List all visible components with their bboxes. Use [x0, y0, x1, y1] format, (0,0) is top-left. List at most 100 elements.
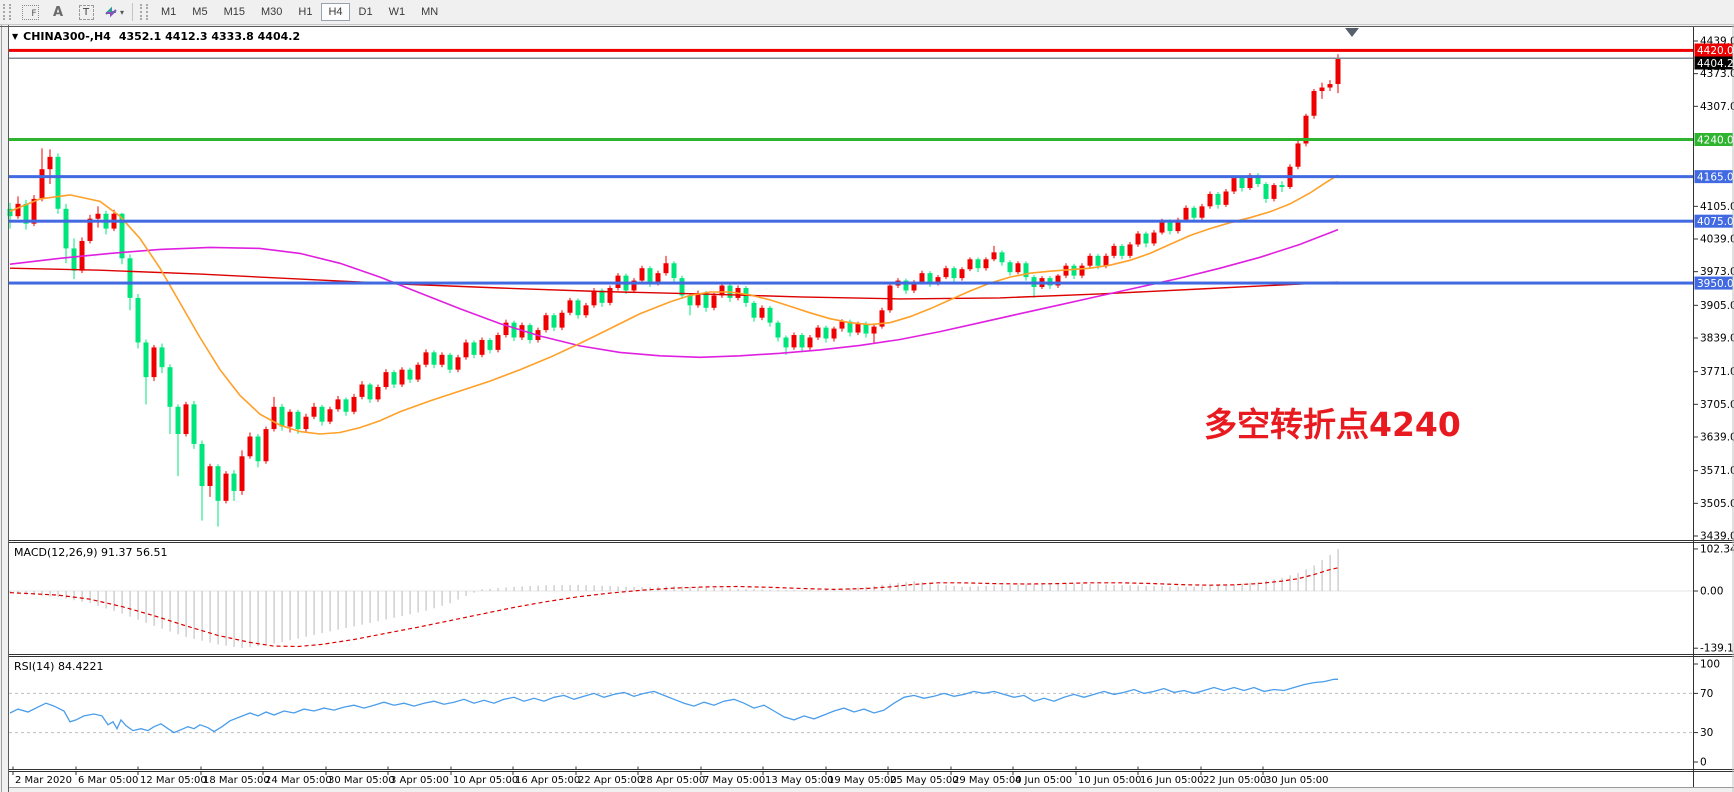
- time-tick-label: 30 Mar 05:00: [328, 775, 395, 786]
- level-line-3950.0[interactable]: [9, 281, 1693, 285]
- macd-histogram: [9, 549, 1339, 649]
- timeframe-button-m5[interactable]: M5: [185, 3, 214, 21]
- chart-ohlc-values: 4352.1 4412.3 4333.8 4404.2: [118, 30, 301, 43]
- time-tick-label: 16 Apr 05:00: [515, 775, 580, 786]
- level-line-4240.0[interactable]: [9, 138, 1693, 142]
- time-tick-label: 13 May 05:00: [765, 775, 834, 786]
- time-tick-label: 10 Jun 05:00: [1078, 775, 1142, 786]
- timeframe-button-group: M1 M5 M15 M30 H1 H4 D1 W1 MN: [153, 3, 446, 21]
- price-tick-label: 3705.0: [1700, 399, 1734, 411]
- price-tick-label: 3905.0: [1700, 300, 1734, 312]
- svg-text:4165.0: 4165.0: [1697, 172, 1734, 184]
- price-tick-label: 3973.0: [1700, 266, 1734, 278]
- timeframe-button-h1[interactable]: H1: [291, 3, 319, 21]
- level-line-4165.0[interactable]: [9, 175, 1693, 179]
- price-tick-label: -139.19: [1700, 643, 1734, 655]
- timeframe-button-d1[interactable]: D1: [352, 3, 380, 21]
- price-tick-label: 100: [1700, 659, 1720, 671]
- chart-colors-icon: [105, 6, 117, 18]
- svg-text:4420.0: 4420.0: [1697, 45, 1734, 57]
- time-tick-label: 29 May 05:00: [953, 775, 1022, 786]
- price-axis[interactable]: [1694, 27, 1734, 787]
- profile-grid-icon: F: [21, 4, 39, 20]
- price-tick-label: 3639.0: [1700, 432, 1734, 444]
- time-tick-label: 24 Mar 05:00: [265, 775, 332, 786]
- price-label-box-4240.0: [1694, 133, 1734, 147]
- time-tick-label: 19 May 05:00: [828, 775, 897, 786]
- price-label-box-4404.2: [1694, 56, 1734, 70]
- text-label-icon: T: [78, 4, 94, 20]
- timeframe-button-m15[interactable]: M15: [217, 3, 252, 21]
- chevron-down-icon: ▾: [119, 7, 124, 17]
- time-tick-label: 2 Mar 2020: [15, 775, 72, 786]
- ma-mid-line: [9, 228, 1339, 359]
- price-tick-label: 102.34: [1700, 543, 1734, 555]
- font-icon: A: [52, 4, 64, 20]
- time-tick-label: 30 Jun 05:00: [1265, 775, 1329, 786]
- time-tick-label: 10 Apr 05:00: [453, 775, 518, 786]
- toolbar-grip[interactable]: [140, 4, 148, 20]
- toolbar-separator: [132, 3, 133, 21]
- svg-text:4404.2: 4404.2: [1697, 58, 1734, 70]
- chart-colors-button[interactable]: ▾: [101, 1, 127, 23]
- price-label-box-3950.0: [1694, 276, 1734, 290]
- chart-background[interactable]: [9, 27, 1734, 787]
- timeframe-button-mn[interactable]: MN: [414, 3, 445, 21]
- price-tick-label: 70: [1700, 688, 1713, 700]
- chart-header: ▼ CHINA300-,H4 4352.1 4412.3 4333.8 4404.2: [12, 30, 300, 43]
- toolbar-grip[interactable]: [3, 4, 11, 20]
- symbol-dropdown-icon[interactable]: ▼: [12, 32, 19, 41]
- ma-fast-line: [9, 174, 1339, 435]
- price-tick-label: 4105.0: [1700, 201, 1734, 213]
- timeframe-button-m1[interactable]: M1: [154, 3, 183, 21]
- macd-signal-line: [9, 567, 1339, 648]
- time-tick-label: 7 May 05:00: [703, 775, 765, 786]
- chart-shift-marker-icon[interactable]: [1345, 28, 1359, 37]
- price-label-box-4420.0: [1694, 43, 1734, 57]
- timeframe-button-h4[interactable]: H4: [321, 3, 350, 21]
- time-tick-label: 4 Jun 05:00: [1015, 775, 1072, 786]
- time-tick-label: 3 Apr 05:00: [390, 775, 449, 786]
- time-tick-label: 22 Apr 05:00: [578, 775, 643, 786]
- time-tick-label: 18 Mar 05:00: [203, 775, 270, 786]
- profile-grid-button[interactable]: F: [17, 1, 43, 23]
- svg-text:4240.0: 4240.0: [1697, 135, 1734, 147]
- level-line-4420.0[interactable]: [9, 48, 1693, 52]
- svg-text:4075.0: 4075.0: [1697, 216, 1734, 228]
- price-label-box-4165.0: [1694, 170, 1734, 184]
- time-tick-label: 22 Jun 05:00: [1203, 775, 1267, 786]
- price-tick-label: 3771.0: [1700, 366, 1734, 378]
- price-tick-label: 4039.0: [1700, 234, 1734, 246]
- price-tick-label: 4373.0: [1700, 68, 1734, 80]
- top-toolbar: F A T ▾ M1 M5 M15 M30 H1 H4 D1 W1 MN: [0, 0, 1734, 25]
- time-tick-label: 6 Mar 05:00: [78, 775, 138, 786]
- rsi-indicator-label: RSI(14) 84.4221: [14, 660, 104, 673]
- svg-text:3950.0: 3950.0: [1697, 278, 1734, 290]
- price-tick-label: 3571.0: [1700, 465, 1734, 477]
- annotation-text[interactable]: 多空转折点4240: [1204, 405, 1461, 444]
- macd-indicator-label: MACD(12,26,9) 91.37 56.51: [14, 546, 168, 559]
- text-label-button[interactable]: T: [73, 1, 99, 23]
- timeframe-button-m30[interactable]: M30: [254, 3, 289, 21]
- price-tick-label: 0: [1700, 757, 1707, 769]
- price-tick-label: 3839.0: [1700, 333, 1734, 345]
- macd-values: 91.37 56.51: [101, 546, 168, 559]
- time-tick-label: 12 Mar 05:00: [140, 775, 207, 786]
- price-tick-label: 3505.0: [1700, 498, 1734, 510]
- font-button[interactable]: A: [45, 1, 71, 23]
- price-tick-label: 0.00: [1700, 586, 1723, 598]
- level-line-4075.0[interactable]: [9, 219, 1693, 223]
- price-label-box-4075.0: [1694, 214, 1734, 228]
- time-tick-label: 28 Apr 05:00: [640, 775, 705, 786]
- time-tick-label: 25 May 05:00: [890, 775, 959, 786]
- time-tick-label: 16 Jun 05:00: [1140, 775, 1204, 786]
- price-tick-label: 30: [1700, 727, 1713, 739]
- price-tick-label: 4307.0: [1700, 101, 1734, 113]
- rsi-value: 84.4221: [57, 660, 104, 673]
- timeframe-button-w1[interactable]: W1: [382, 3, 413, 21]
- price-tick-label: 3439.0: [1700, 531, 1734, 543]
- rsi-line: [9, 678, 1338, 734]
